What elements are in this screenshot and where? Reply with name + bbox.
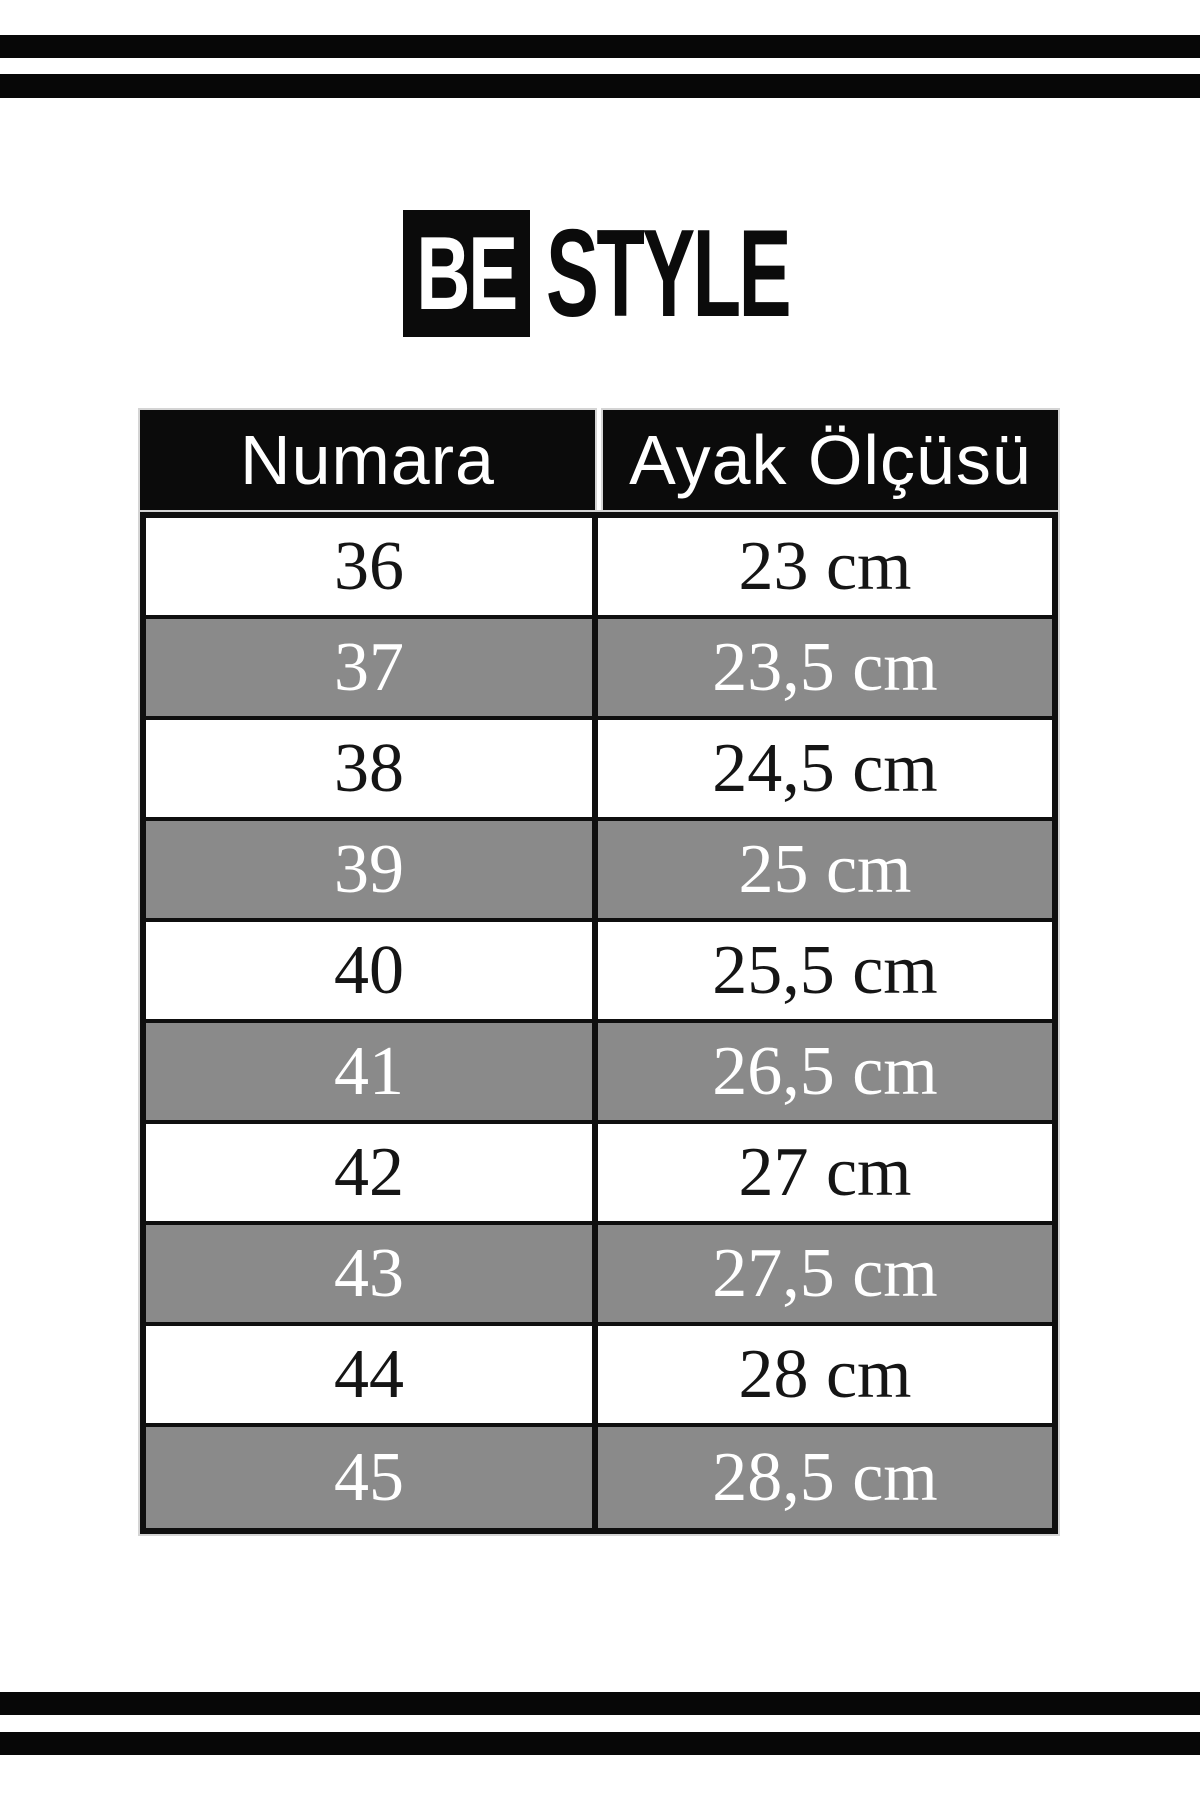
bottom-stripe-1 (0, 1692, 1200, 1715)
table-row: 45 28,5 cm (146, 1427, 1052, 1528)
header-cell-numara: Numara (140, 410, 595, 510)
length-cell: 24,5 cm (598, 720, 1052, 817)
length-cell: 23 cm (598, 518, 1052, 615)
header-cell-ayak-olcusu: Ayak Ölçüsü (603, 410, 1058, 510)
brand-logo: BE STYLE (0, 210, 1200, 337)
length-cell: 28,5 cm (598, 1427, 1052, 1528)
table-row: 36 23 cm (146, 518, 1052, 619)
top-stripe-1 (0, 35, 1200, 58)
table-row: 38 24,5 cm (146, 720, 1052, 821)
size-cell: 36 (146, 518, 598, 615)
length-cell: 26,5 cm (598, 1023, 1052, 1120)
length-cell: 25 cm (598, 821, 1052, 918)
size-cell: 45 (146, 1427, 598, 1528)
length-cell: 25,5 cm (598, 922, 1052, 1019)
size-table: 36 23 cm 37 23,5 cm 38 24,5 cm 39 25 cm … (140, 512, 1058, 1534)
size-cell: 39 (146, 821, 598, 918)
table-row: 39 25 cm (146, 821, 1052, 922)
size-cell: 43 (146, 1225, 598, 1322)
size-cell: 38 (146, 720, 598, 817)
table-row: 40 25,5 cm (146, 922, 1052, 1023)
table-row: 37 23,5 cm (146, 619, 1052, 720)
size-cell: 41 (146, 1023, 598, 1120)
top-stripe-2 (0, 74, 1200, 98)
bottom-stripe-2 (0, 1732, 1200, 1755)
length-cell: 27 cm (598, 1124, 1052, 1221)
length-cell: 27,5 cm (598, 1225, 1052, 1322)
table-row: 43 27,5 cm (146, 1225, 1052, 1326)
table-row: 44 28 cm (146, 1326, 1052, 1427)
logo-be-box: BE (402, 210, 530, 337)
table-row: 41 26,5 cm (146, 1023, 1052, 1124)
table-row: 42 27 cm (146, 1124, 1052, 1225)
size-cell: 37 (146, 619, 598, 716)
logo-style-text: STYLE (545, 204, 792, 343)
length-cell: 23,5 cm (598, 619, 1052, 716)
size-cell: 42 (146, 1124, 598, 1221)
table-header-row: Numara Ayak Ölçüsü (140, 410, 1058, 510)
length-cell: 28 cm (598, 1326, 1052, 1423)
logo-be-text: BE (416, 215, 518, 332)
logo-style-wrap: STYLE (546, 210, 798, 337)
size-cell: 40 (146, 922, 598, 1019)
size-cell: 44 (146, 1326, 598, 1423)
